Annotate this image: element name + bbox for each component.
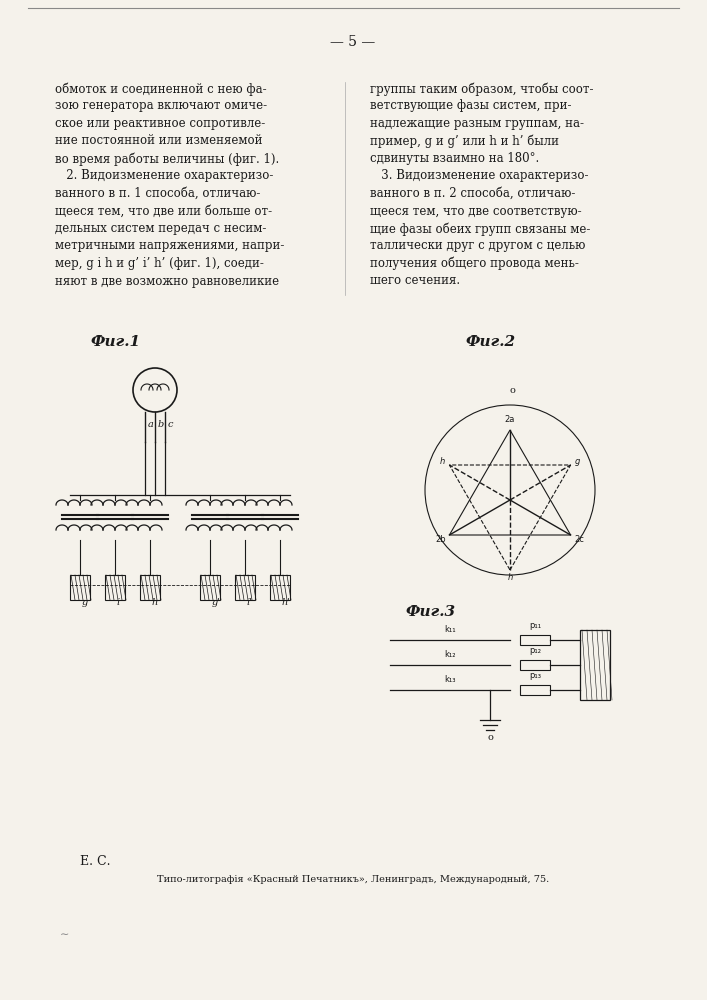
- Text: h: h: [508, 574, 513, 582]
- Text: 3. Видоизменение охарактеризо-: 3. Видоизменение охарактеризо-: [370, 169, 588, 182]
- Text: h: h: [152, 598, 158, 607]
- Text: k₁₃: k₁₃: [444, 675, 456, 684]
- Text: Фиг.1: Фиг.1: [90, 335, 140, 349]
- Text: k₁₂: k₁₂: [444, 650, 456, 659]
- Text: h: h: [440, 456, 445, 466]
- Text: пример, g и g’ или h и h’ были: пример, g и g’ или h и h’ были: [370, 134, 559, 148]
- Text: группы таким образом, чтобы соот-: группы таким образом, чтобы соот-: [370, 82, 593, 96]
- Bar: [235, 575, 255, 600]
- Text: ние постоянной или изменяемой: ние постоянной или изменяемой: [55, 134, 262, 147]
- Text: Типо-литографiя «Красный Печатникъ», Ленинградъ, Международный, 75.: Типо-литографiя «Красный Печатникъ», Лен…: [157, 875, 549, 884]
- Text: няют в две возможно равновеликие: няют в две возможно равновеликие: [55, 274, 279, 288]
- Text: ское или реактивное сопротивле-: ское или реактивное сопротивле-: [55, 117, 265, 130]
- Bar: [200, 575, 220, 600]
- Text: Е. С.: Е. С.: [80, 855, 110, 868]
- Text: i': i': [247, 598, 252, 607]
- Text: g: g: [575, 456, 580, 466]
- Text: ванного в п. 1 способа, отличаю-: ванного в п. 1 способа, отличаю-: [55, 187, 260, 200]
- Text: во время работы величины (фиг. 1).: во время работы величины (фиг. 1).: [55, 152, 279, 165]
- Text: k₁₁: k₁₁: [444, 625, 456, 634]
- Text: p₁₂: p₁₂: [529, 646, 541, 655]
- Bar: [70, 575, 90, 600]
- Text: ванного в п. 2 способа, отличаю-: ванного в п. 2 способа, отличаю-: [370, 187, 575, 200]
- Text: мер, g i h и g’ i’ h’ (фиг. 1), соеди-: мер, g i h и g’ i’ h’ (фиг. 1), соеди-: [55, 257, 264, 270]
- Bar: [270, 575, 290, 600]
- Bar: [140, 575, 160, 600]
- Text: 2. Видоизменение охарактеризо-: 2. Видоизменение охарактеризо-: [55, 169, 274, 182]
- Text: Фиг.2: Фиг.2: [465, 335, 515, 349]
- Text: ∼: ∼: [60, 930, 69, 940]
- Text: дельных систем передач с несим-: дельных систем передач с несим-: [55, 222, 267, 235]
- Text: щие фазы обеих групп связаны ме-: щие фазы обеих групп связаны ме-: [370, 222, 590, 235]
- Text: щееся тем, что две или больше от-: щееся тем, что две или больше от-: [55, 205, 272, 218]
- Text: 2c: 2c: [574, 536, 584, 544]
- Text: g: g: [82, 598, 88, 607]
- Text: o: o: [510, 386, 516, 395]
- Text: c: c: [168, 420, 173, 429]
- Text: получения общего провода мень-: получения общего провода мень-: [370, 257, 579, 270]
- Text: h': h': [282, 598, 291, 607]
- Bar: [520, 635, 550, 645]
- Text: щееся тем, что две соответствую-: щееся тем, что две соответствую-: [370, 205, 582, 218]
- Text: p₁₁: p₁₁: [529, 621, 541, 630]
- Text: — 5 —: — 5 —: [330, 35, 375, 49]
- Text: p₁₃: p₁₃: [529, 671, 541, 680]
- Bar: [520, 685, 550, 695]
- Text: 2a: 2a: [505, 416, 515, 424]
- Bar: [520, 660, 550, 670]
- Text: зою генератора включают омиче-: зою генератора включают омиче-: [55, 100, 267, 112]
- Text: таллически друг с другом с целью: таллически друг с другом с целью: [370, 239, 585, 252]
- Text: сдвинуты взаимно на 180°.: сдвинуты взаимно на 180°.: [370, 152, 539, 165]
- Bar: [580, 630, 610, 700]
- Text: g': g': [212, 598, 221, 607]
- Text: i: i: [117, 598, 120, 607]
- Text: ветствующие фазы систем, при-: ветствующие фазы систем, при-: [370, 100, 571, 112]
- Text: шего сечения.: шего сечения.: [370, 274, 460, 288]
- Text: b: b: [158, 420, 164, 429]
- Text: надлежащие разным группам, на-: надлежащие разным группам, на-: [370, 117, 584, 130]
- Text: a: a: [148, 420, 154, 429]
- Bar: [105, 575, 125, 600]
- Text: o: o: [487, 733, 493, 742]
- Text: Фиг.3: Фиг.3: [405, 605, 455, 619]
- Text: обмоток и соединенной с нею фа-: обмоток и соединенной с нею фа-: [55, 82, 267, 96]
- Text: метричными напряжениями, напри-: метричными напряжениями, напри-: [55, 239, 284, 252]
- Text: 2b: 2b: [436, 536, 446, 544]
